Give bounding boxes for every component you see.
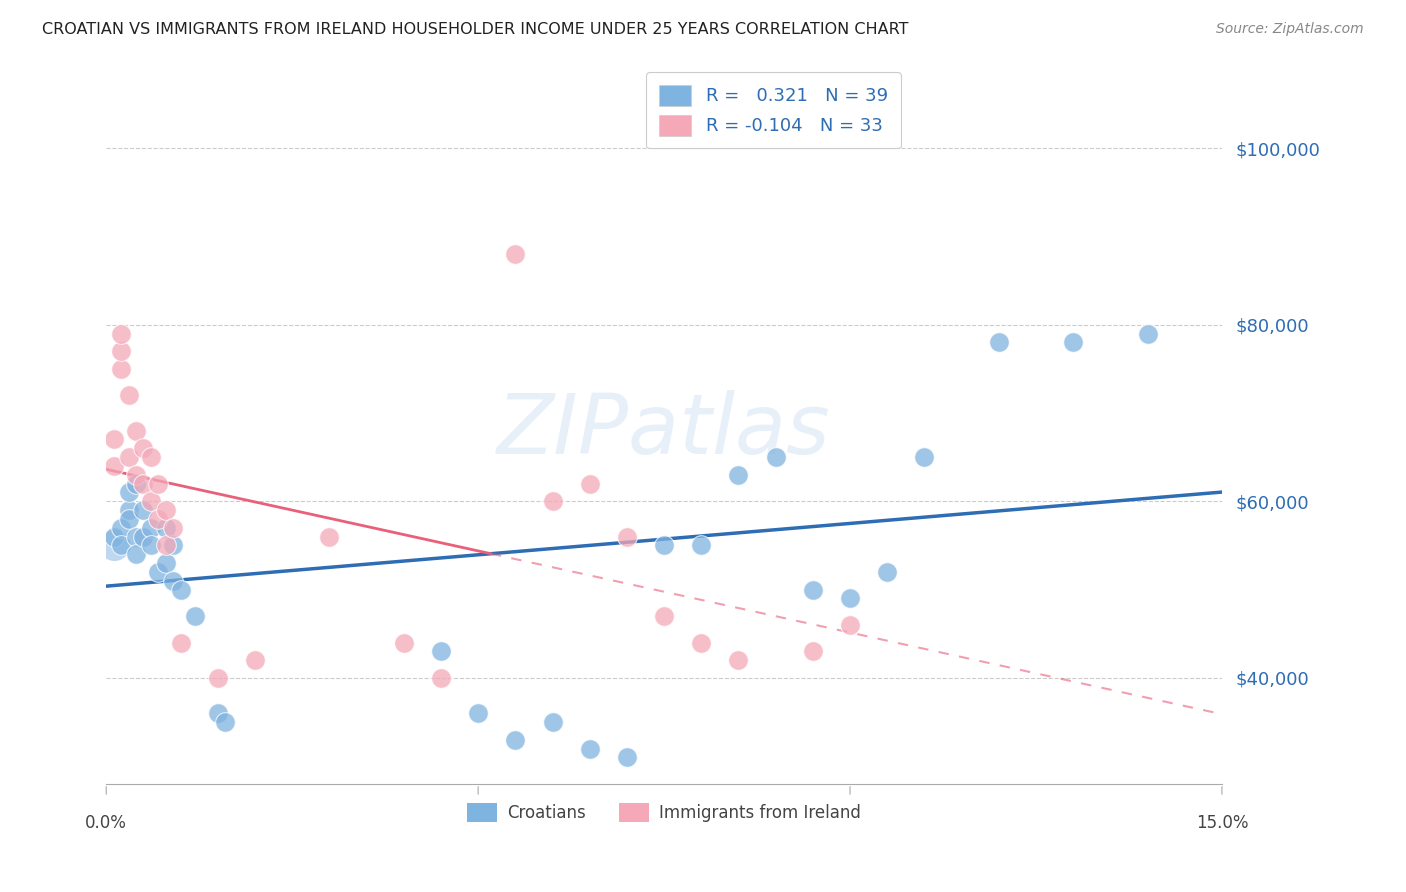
Point [430, 671, 453, 685]
Point [505, 732, 527, 747]
Point [839, 618, 862, 632]
Point [132, 530, 155, 544]
Point [148, 476, 170, 491]
Point [727, 653, 749, 667]
Point [117, 450, 139, 464]
Point [139, 538, 162, 552]
Point [139, 521, 162, 535]
Point [318, 530, 340, 544]
Point [839, 591, 862, 606]
Point [690, 538, 713, 552]
Point [155, 556, 177, 570]
Point [125, 467, 148, 482]
Text: Source: ZipAtlas.com: Source: ZipAtlas.com [1216, 22, 1364, 37]
Point [987, 335, 1010, 350]
Legend: Croatians, Immigrants from Ireland: Croatians, Immigrants from Ireland [460, 796, 868, 829]
Point [117, 503, 139, 517]
Point [139, 450, 162, 464]
Point [541, 714, 564, 729]
Point [117, 485, 139, 500]
Point [103, 433, 125, 447]
Point [103, 458, 125, 473]
Point [132, 442, 155, 456]
Point [110, 521, 132, 535]
Point [155, 538, 177, 552]
Point [162, 574, 184, 588]
Point [801, 644, 824, 658]
Point [117, 512, 139, 526]
Text: CROATIAN VS IMMIGRANTS FROM IRELAND HOUSEHOLDER INCOME UNDER 25 YEARS CORRELATIO: CROATIAN VS IMMIGRANTS FROM IRELAND HOUS… [42, 22, 908, 37]
Point [207, 671, 229, 685]
Point [876, 565, 898, 579]
Point [1136, 326, 1159, 341]
Point [148, 512, 170, 526]
Point [162, 521, 184, 535]
Point [125, 547, 148, 561]
Point [125, 424, 148, 438]
Text: ZIPatlas: ZIPatlas [498, 390, 831, 471]
Point [765, 450, 787, 464]
Point [169, 635, 191, 649]
Point [430, 644, 453, 658]
Point [541, 494, 564, 508]
Point [169, 582, 191, 597]
Point [727, 467, 749, 482]
Point [148, 565, 170, 579]
Point [125, 530, 148, 544]
Text: 0.0%: 0.0% [86, 814, 127, 832]
Point [207, 706, 229, 721]
Point [652, 609, 675, 624]
Point [1062, 335, 1084, 350]
Point [162, 538, 184, 552]
Point [578, 476, 600, 491]
Point [125, 476, 148, 491]
Point [155, 503, 177, 517]
Point [184, 609, 207, 624]
Point [467, 706, 489, 721]
Point [117, 388, 139, 402]
Point [505, 247, 527, 261]
Point [139, 494, 162, 508]
Point [110, 361, 132, 376]
Point [110, 344, 132, 359]
Point [103, 530, 125, 544]
Point [132, 503, 155, 517]
Point [652, 538, 675, 552]
Point [616, 750, 638, 764]
Text: 15.0%: 15.0% [1195, 814, 1249, 832]
Point [155, 521, 177, 535]
Point [616, 530, 638, 544]
Point [578, 741, 600, 756]
Point [214, 714, 236, 729]
Point [110, 538, 132, 552]
Point [801, 582, 824, 597]
Point [392, 635, 415, 649]
Point [110, 326, 132, 341]
Point [103, 538, 125, 552]
Point [243, 653, 266, 667]
Point [690, 635, 713, 649]
Point [912, 450, 935, 464]
Point [132, 476, 155, 491]
